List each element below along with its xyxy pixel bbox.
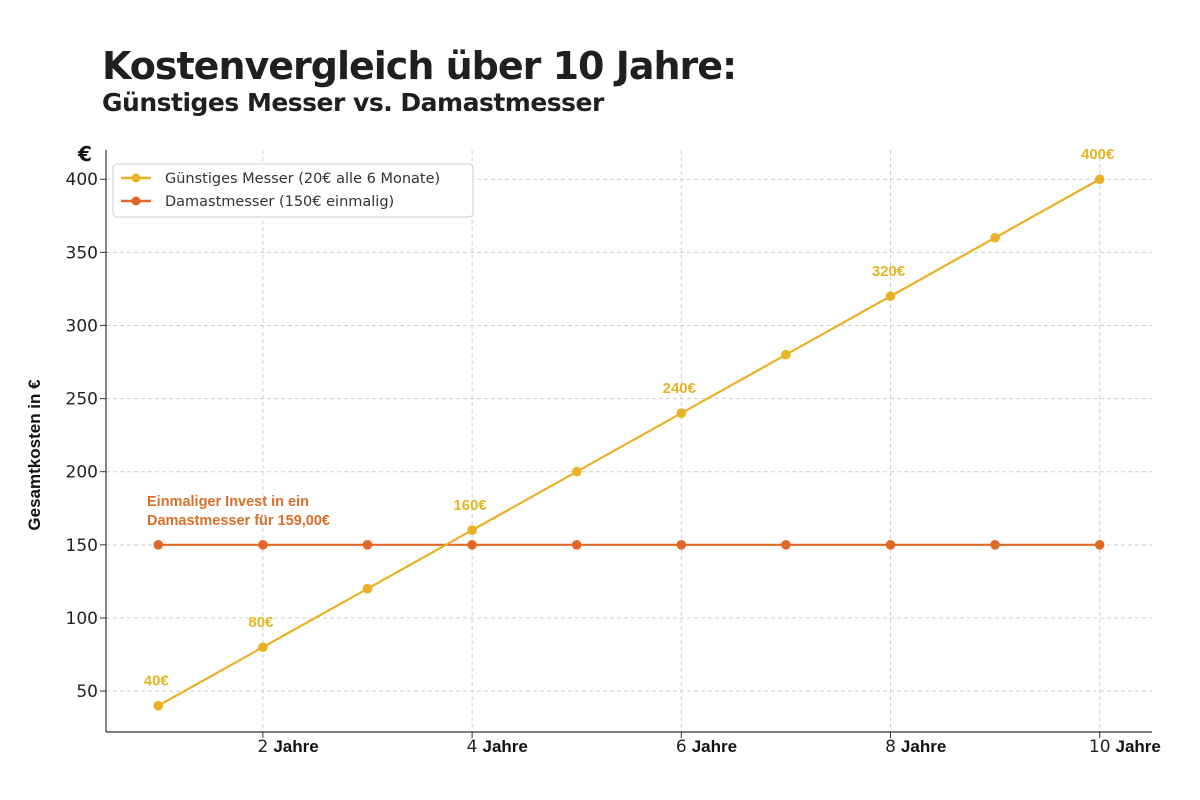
legend-item-damascus-knife: Damastmesser (150€ einmalig): [121, 194, 394, 210]
data-label: 80€: [248, 614, 274, 631]
legend-label-cheap-knife: Günstiges Messer (20€ alle 6 Monate): [165, 171, 440, 187]
legend-label-damascus-knife: Damastmesser (150€ einmalig): [165, 194, 394, 210]
x-tick-label: 6: [676, 737, 687, 757]
data-point: [1094, 174, 1105, 185]
data-point: [153, 700, 164, 711]
series-line: [157, 178, 1101, 707]
x-tick-label: 2: [257, 737, 268, 757]
data-point: [362, 540, 373, 550]
y-tick-label: 350: [66, 243, 98, 263]
data-label: 400€: [1081, 146, 1115, 163]
x-unit-label: Jahre: [901, 737, 946, 756]
data-point: [258, 540, 268, 550]
data-point: [676, 540, 687, 550]
x-tick-label: 10: [1089, 737, 1111, 757]
y-unit-label: €: [77, 142, 92, 166]
data-point: [676, 408, 687, 419]
data-point: [990, 540, 1000, 550]
x-unit-label: Jahre: [1116, 737, 1161, 756]
y-tick-label: 300: [66, 316, 98, 336]
series-lines: [157, 178, 1101, 707]
data-point: [885, 291, 896, 302]
data-label: 240€: [663, 380, 697, 397]
data-point: [781, 540, 791, 550]
x-unit-label: Jahre: [273, 737, 318, 756]
y-tick-label: 50: [76, 682, 98, 702]
x-tick-label: 8: [885, 737, 896, 757]
data-point: [258, 642, 268, 652]
annotation-line-1: Einmaliger Invest in ein: [147, 494, 309, 510]
data-point: [571, 540, 582, 550]
chart-title: Kostenvergleich über 10 Jahre:: [102, 44, 737, 88]
x-unit-label: Jahre: [692, 737, 737, 756]
data-point: [467, 540, 477, 550]
data-point: [781, 349, 791, 360]
y-tick-label: 200: [66, 463, 98, 483]
y-tick-label: 100: [66, 609, 98, 629]
x-tick-label: 4: [467, 737, 478, 757]
data-point: [362, 583, 373, 594]
data-label: 320€: [872, 263, 906, 280]
chart-subtitle: Günstiges Messer vs. Damastmesser: [102, 88, 604, 117]
y-tick-label: 400: [66, 170, 98, 190]
data-point: [990, 232, 1000, 243]
x-unit-label: Jahre: [483, 737, 528, 756]
legend-item-cheap-knife: Günstiges Messer (20€ alle 6 Monate): [121, 171, 440, 187]
legend-marker-cheap-knife: [131, 173, 141, 183]
data-point: [1094, 540, 1105, 550]
data-label: 40€: [144, 673, 170, 690]
legend-box: [112, 163, 474, 218]
data-point: [153, 540, 164, 550]
data-label: 160€: [453, 497, 487, 514]
legend-marker-damascus-knife: [131, 196, 141, 206]
legend: Günstiges Messer (20€ alle 6 Monate) Dam…: [112, 163, 474, 218]
data-labels: 40€ 80€ 160€ 240€ 320€ 400€: [144, 146, 1115, 689]
y-axis-label: Gesamtkosten in €: [25, 379, 44, 531]
annotation: Einmaliger Invest in ein Damastmesser fü…: [147, 494, 330, 529]
axes: 50 100 150 200 250 300 350 400 2 Jahre 4 Jahre 6 Jahr…: [66, 150, 1161, 757]
y-tick-label: 250: [66, 390, 98, 410]
series-points: [153, 174, 1105, 711]
y-tick-label: 150: [66, 536, 98, 556]
data-point: [571, 466, 582, 477]
data-point: [467, 525, 477, 536]
data-point: [885, 540, 896, 550]
annotation-line-2: Damastmesser für 159,00€: [147, 513, 330, 529]
